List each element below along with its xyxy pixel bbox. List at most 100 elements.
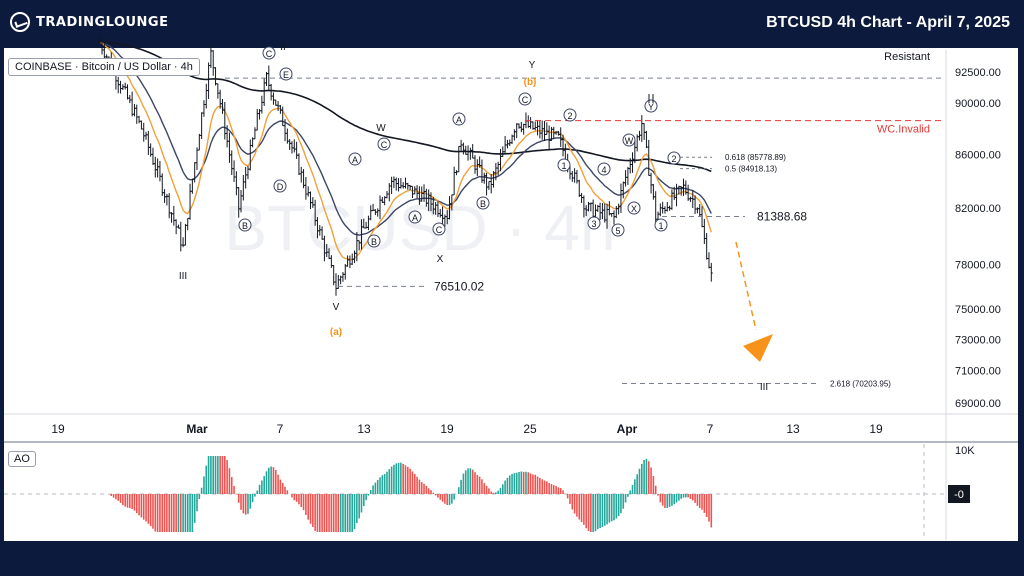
candle [172, 205, 176, 226]
candle [269, 83, 273, 101]
wave-circle [432, 222, 446, 236]
candle [144, 131, 148, 140]
candle [475, 159, 479, 177]
wave-label: 1 [654, 218, 668, 232]
candle [244, 166, 248, 189]
candle [526, 115, 530, 128]
price-levels: Resistant WC.Invalid 0.618 (85778.89) 0.5 (… [225, 51, 944, 388]
candle [517, 123, 521, 129]
candle [165, 193, 169, 206]
ao-histogram: 10K -0 [4, 444, 975, 540]
candles [98, 36, 713, 296]
candle [492, 170, 496, 188]
candle [619, 183, 623, 213]
wave-text: V [333, 302, 340, 313]
candle [404, 177, 407, 189]
candle [341, 272, 345, 282]
symbol-legend[interactable]: COINBASE · Bitcoin / US Dollar · 4h [8, 58, 200, 76]
wave-label: 3 [587, 216, 601, 230]
brand-logo[interactable]: TRADINGLOUNGE [10, 12, 168, 32]
wave-label: Y [529, 60, 536, 71]
candle [651, 183, 655, 200]
resistant-level-label: Resistant [884, 51, 930, 63]
wave-text: X [631, 204, 637, 214]
candle [624, 170, 628, 187]
x-tick-label: Mar [186, 422, 208, 436]
candle [156, 158, 160, 178]
wave-text: A [456, 115, 462, 125]
candle [536, 119, 540, 136]
fib-618-level-label: 0.618 (85778.89) [725, 153, 786, 162]
wave-label: A [348, 152, 362, 166]
wave-circle [238, 218, 252, 232]
candle [464, 145, 468, 155]
candle [197, 133, 201, 151]
wave-text: 1 [561, 161, 566, 171]
y-tick-label: 78000.00 [955, 260, 1001, 272]
wave-text: Y [648, 102, 654, 112]
candle [533, 121, 537, 131]
wave-circle [563, 108, 577, 122]
support-level-label: 81388.68 [757, 210, 807, 224]
wave-text: (b) [524, 77, 537, 88]
wave-label: B [238, 218, 252, 232]
wave-label: C [262, 46, 276, 60]
candle [575, 170, 579, 184]
wave-label: 2 [563, 108, 577, 122]
wave-label: V [333, 302, 340, 313]
candle [457, 145, 461, 173]
candle [260, 95, 264, 114]
wave-label: (b) [524, 77, 537, 88]
wave-circle [622, 133, 636, 147]
wave-label: III [760, 382, 768, 393]
wave-circle [377, 137, 391, 151]
candle [702, 219, 706, 244]
fib-2618-level-label: 2.618 (70203.95) [830, 379, 891, 388]
candle [255, 108, 259, 131]
wave-label: E [279, 67, 293, 81]
candle [288, 139, 292, 150]
wave-circle [597, 162, 611, 176]
wave-label: 2 [667, 151, 681, 165]
candle [461, 142, 465, 155]
candle [232, 160, 236, 182]
indicator-legend[interactable]: AO [8, 451, 36, 467]
candle [292, 139, 296, 153]
wave-label: II [280, 42, 286, 53]
candle [480, 159, 484, 183]
candle [135, 104, 139, 124]
y-tick-label: 69000.00 [955, 398, 1001, 410]
candle [473, 155, 477, 174]
candle [299, 166, 303, 183]
candle [186, 217, 190, 231]
wave-text: 5 [615, 226, 620, 236]
wave-label: A [452, 112, 466, 126]
candle [570, 171, 574, 182]
candle [631, 152, 635, 173]
wave-text: 2 [671, 154, 676, 164]
candle [647, 139, 651, 176]
projection-arrow-line [735, 241, 757, 331]
wave-circle [611, 223, 625, 237]
candle [204, 83, 208, 109]
candle [167, 193, 171, 219]
candle [295, 141, 299, 159]
chart-panel[interactable] [4, 48, 1018, 541]
y-tick-label: 73000.00 [955, 334, 1001, 346]
wave-circle [279, 67, 293, 81]
candle [661, 201, 665, 214]
candle [181, 237, 185, 248]
x-tick-label: 7 [277, 422, 284, 436]
candle [573, 168, 577, 183]
wave-text: III [760, 382, 768, 393]
candle [151, 147, 155, 165]
wave-text: X [437, 254, 444, 265]
wave-circle [452, 112, 466, 126]
wave-text: C [522, 95, 529, 105]
x-tick-label: 7 [707, 422, 714, 436]
candle [707, 252, 711, 269]
candle [482, 172, 486, 184]
wave-text: D [277, 182, 284, 192]
